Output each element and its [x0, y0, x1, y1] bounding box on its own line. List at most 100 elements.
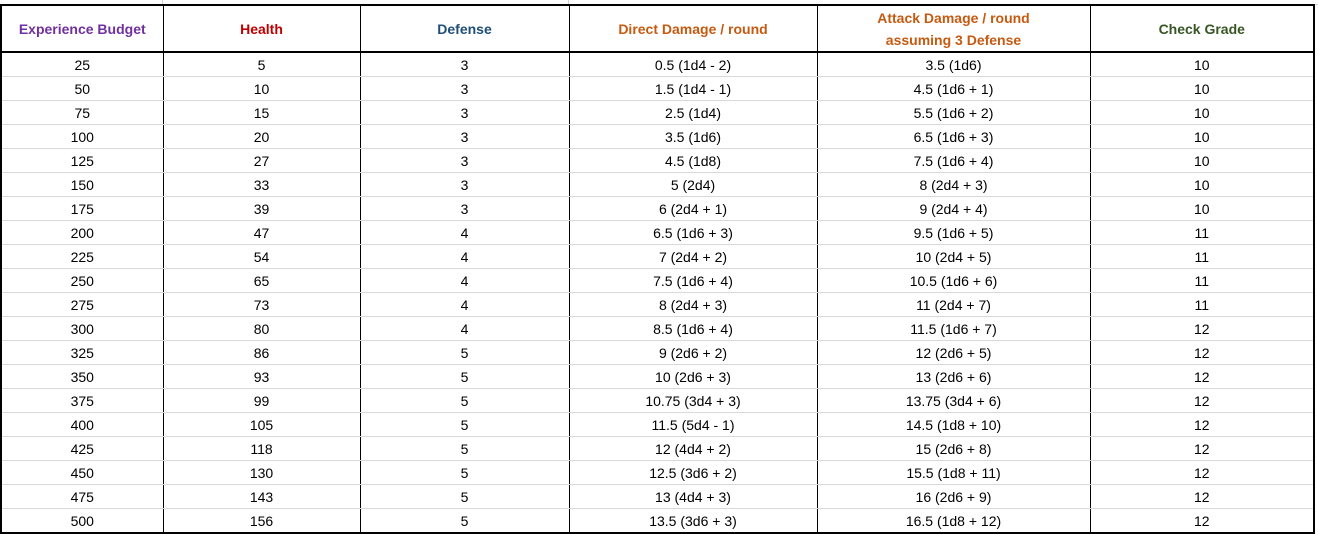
cell-attack-damage[interactable]: 3.5 (1d6): [816, 51, 1091, 77]
header-check-grade[interactable]: Check Grade: [1089, 4, 1315, 53]
cell-check-grade[interactable]: 12: [1089, 460, 1315, 485]
cell-direct-damage[interactable]: 10 (2d6 + 3): [568, 364, 818, 389]
cell-defense[interactable]: 5: [359, 460, 570, 485]
cell-attack-damage[interactable]: 10.5 (1d6 + 6): [816, 268, 1091, 293]
cell-defense[interactable]: 5: [359, 364, 570, 389]
cell-check-grade[interactable]: 12: [1089, 340, 1315, 365]
cell-check-grade[interactable]: 10: [1089, 196, 1315, 221]
cell-direct-damage[interactable]: 10.75 (3d4 + 3): [568, 388, 818, 413]
cell-experience-budget[interactable]: 375: [0, 388, 164, 413]
cell-check-grade[interactable]: 11: [1089, 220, 1315, 245]
cell-check-grade[interactable]: 10: [1089, 100, 1315, 125]
cell-direct-damage[interactable]: 12.5 (3d6 + 2): [568, 460, 818, 485]
cell-direct-damage[interactable]: 7 (2d4 + 2): [568, 244, 818, 269]
cell-experience-budget[interactable]: 275: [0, 292, 164, 317]
cell-attack-damage[interactable]: 11.5 (1d6 + 7): [816, 316, 1091, 341]
cell-experience-budget[interactable]: 300: [0, 316, 164, 341]
cell-defense[interactable]: 5: [359, 388, 570, 413]
header-health[interactable]: Health: [162, 4, 361, 53]
header-attack-damage[interactable]: Attack Damage / round assuming 3 Defense: [816, 4, 1091, 53]
cell-experience-budget[interactable]: 175: [0, 196, 164, 221]
cell-defense[interactable]: 3: [359, 196, 570, 221]
cell-attack-damage[interactable]: 13.75 (3d4 + 6): [816, 388, 1091, 413]
cell-attack-damage[interactable]: 15.5 (1d8 + 11): [816, 460, 1091, 485]
cell-direct-damage[interactable]: 6.5 (1d6 + 3): [568, 220, 818, 245]
cell-health[interactable]: 80: [162, 316, 361, 341]
cell-defense[interactable]: 3: [359, 172, 570, 197]
cell-direct-damage[interactable]: 11.5 (5d4 - 1): [568, 412, 818, 437]
cell-health[interactable]: 27: [162, 148, 361, 173]
cell-direct-damage[interactable]: 7.5 (1d6 + 4): [568, 268, 818, 293]
cell-health[interactable]: 130: [162, 460, 361, 485]
cell-health[interactable]: 118: [162, 436, 361, 461]
cell-experience-budget[interactable]: 500: [0, 508, 164, 534]
cell-attack-damage[interactable]: 9.5 (1d6 + 5): [816, 220, 1091, 245]
header-direct-damage[interactable]: Direct Damage / round: [568, 4, 818, 53]
cell-experience-budget[interactable]: 100: [0, 124, 164, 149]
cell-check-grade[interactable]: 12: [1089, 316, 1315, 341]
cell-check-grade[interactable]: 12: [1089, 388, 1315, 413]
cell-direct-damage[interactable]: 12 (4d4 + 2): [568, 436, 818, 461]
cell-defense[interactable]: 3: [359, 100, 570, 125]
cell-defense[interactable]: 4: [359, 220, 570, 245]
cell-direct-damage[interactable]: 4.5 (1d8): [568, 148, 818, 173]
cell-attack-damage[interactable]: 15 (2d6 + 8): [816, 436, 1091, 461]
cell-experience-budget[interactable]: 200: [0, 220, 164, 245]
cell-experience-budget[interactable]: 475: [0, 484, 164, 509]
cell-experience-budget[interactable]: 400: [0, 412, 164, 437]
cell-attack-damage[interactable]: 13 (2d6 + 6): [816, 364, 1091, 389]
cell-attack-damage[interactable]: 14.5 (1d8 + 10): [816, 412, 1091, 437]
header-experience-budget[interactable]: Experience Budget: [0, 4, 164, 53]
cell-defense[interactable]: 3: [359, 124, 570, 149]
cell-health[interactable]: 54: [162, 244, 361, 269]
cell-check-grade[interactable]: 12: [1089, 436, 1315, 461]
cell-defense[interactable]: 4: [359, 268, 570, 293]
cell-health[interactable]: 5: [162, 51, 361, 77]
cell-defense[interactable]: 5: [359, 484, 570, 509]
cell-experience-budget[interactable]: 125: [0, 148, 164, 173]
cell-health[interactable]: 33: [162, 172, 361, 197]
cell-health[interactable]: 65: [162, 268, 361, 293]
cell-direct-damage[interactable]: 5 (2d4): [568, 172, 818, 197]
cell-attack-damage[interactable]: 16.5 (1d8 + 12): [816, 508, 1091, 534]
cell-check-grade[interactable]: 12: [1089, 484, 1315, 509]
cell-check-grade[interactable]: 12: [1089, 412, 1315, 437]
cell-defense[interactable]: 4: [359, 316, 570, 341]
cell-experience-budget[interactable]: 250: [0, 268, 164, 293]
cell-direct-damage[interactable]: 13.5 (3d6 + 3): [568, 508, 818, 534]
cell-experience-budget[interactable]: 75: [0, 100, 164, 125]
cell-check-grade[interactable]: 10: [1089, 51, 1315, 77]
cell-direct-damage[interactable]: 8.5 (1d6 + 4): [568, 316, 818, 341]
cell-check-grade[interactable]: 10: [1089, 124, 1315, 149]
cell-check-grade[interactable]: 11: [1089, 292, 1315, 317]
cell-attack-damage[interactable]: 16 (2d6 + 9): [816, 484, 1091, 509]
cell-health[interactable]: 143: [162, 484, 361, 509]
cell-defense[interactable]: 5: [359, 340, 570, 365]
cell-direct-damage[interactable]: 13 (4d4 + 3): [568, 484, 818, 509]
cell-attack-damage[interactable]: 12 (2d6 + 5): [816, 340, 1091, 365]
cell-check-grade[interactable]: 11: [1089, 244, 1315, 269]
cell-check-grade[interactable]: 11: [1089, 268, 1315, 293]
cell-health[interactable]: 105: [162, 412, 361, 437]
cell-defense[interactable]: 4: [359, 292, 570, 317]
header-defense[interactable]: Defense: [359, 4, 570, 53]
cell-health[interactable]: 73: [162, 292, 361, 317]
cell-defense[interactable]: 3: [359, 148, 570, 173]
cell-attack-damage[interactable]: 9 (2d4 + 4): [816, 196, 1091, 221]
cell-health[interactable]: 10: [162, 76, 361, 101]
cell-experience-budget[interactable]: 150: [0, 172, 164, 197]
cell-direct-damage[interactable]: 0.5 (1d4 - 2): [568, 51, 818, 77]
cell-direct-damage[interactable]: 8 (2d4 + 3): [568, 292, 818, 317]
cell-attack-damage[interactable]: 6.5 (1d6 + 3): [816, 124, 1091, 149]
cell-check-grade[interactable]: 12: [1089, 508, 1315, 534]
cell-attack-damage[interactable]: 10 (2d4 + 5): [816, 244, 1091, 269]
cell-experience-budget[interactable]: 350: [0, 364, 164, 389]
cell-defense[interactable]: 3: [359, 51, 570, 77]
cell-attack-damage[interactable]: 4.5 (1d6 + 1): [816, 76, 1091, 101]
cell-experience-budget[interactable]: 50: [0, 76, 164, 101]
cell-health[interactable]: 15: [162, 100, 361, 125]
cell-health[interactable]: 47: [162, 220, 361, 245]
cell-defense[interactable]: 3: [359, 76, 570, 101]
cell-direct-damage[interactable]: 9 (2d6 + 2): [568, 340, 818, 365]
cell-defense[interactable]: 5: [359, 508, 570, 534]
